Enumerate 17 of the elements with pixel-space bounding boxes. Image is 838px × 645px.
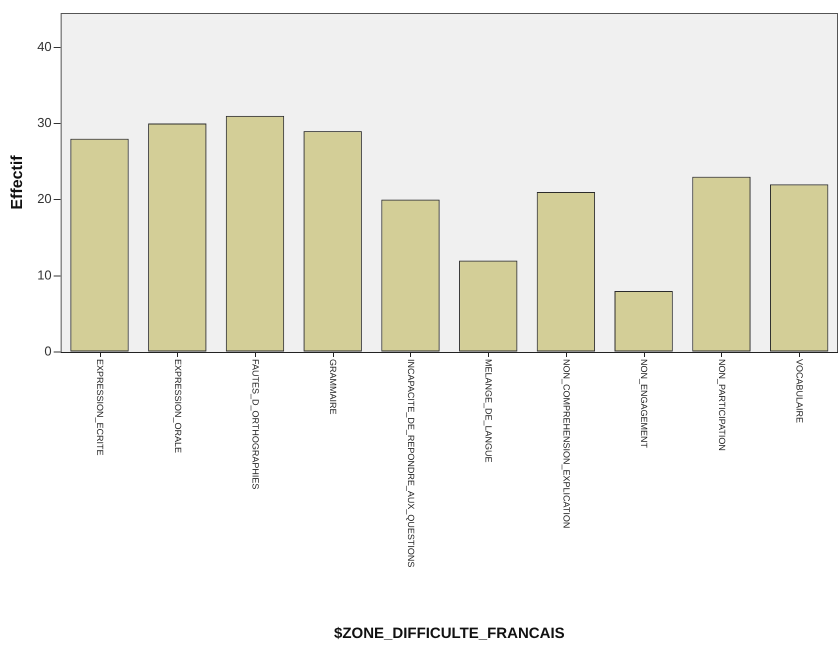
y-axis-title: Effectif — [9, 154, 26, 210]
x-axis-title: $ZONE_DIFFICULTE_FRANCAIS — [334, 625, 565, 642]
y-tick-label: 0 — [44, 344, 52, 359]
y-tick-label: 20 — [37, 191, 52, 206]
x-tick-label: NON_COMPREHENSION_EXPLICATION — [561, 359, 572, 528]
x-tick-label: VOCABULAIRE — [794, 359, 805, 424]
x-tick-label: FAUTES_D_ORTHOGRAPHIES — [250, 359, 261, 490]
x-tick-label: NON_ENGAGEMENT — [639, 359, 650, 449]
x-tick-label: EXPRESSION_ECRITE — [95, 359, 106, 456]
x-tick-label: EXPRESSION_ORALE — [172, 359, 183, 454]
x-tick-label: NON_PARTICIPATION — [716, 359, 727, 451]
y-tick-label: 10 — [37, 267, 52, 282]
y-tick-label: 40 — [37, 38, 52, 54]
x-tick-label: INCAPACITE_DE_REPONDRE_AUX_QUESTIONS — [406, 359, 416, 568]
y-tick-label: 30 — [37, 115, 52, 130]
x-tick-label: GRAMMAIRE — [328, 359, 338, 415]
x-tick-label: MELANGE_DE_LANGUE — [484, 359, 494, 463]
